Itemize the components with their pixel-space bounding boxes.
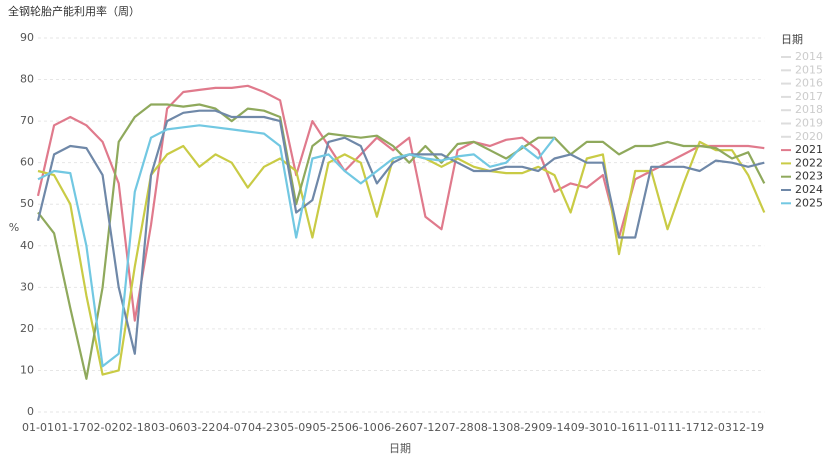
legend-label: 2021 bbox=[795, 143, 823, 156]
y-tick-label: 0 bbox=[27, 405, 34, 418]
y-tick-label: 90 bbox=[20, 31, 34, 44]
line-series bbox=[37, 140, 766, 376]
x-tick-label: 07-28 bbox=[442, 421, 474, 434]
legend-label: 2023 bbox=[795, 170, 823, 183]
y-tick-label: 30 bbox=[20, 280, 34, 293]
legend-label: 2019 bbox=[795, 117, 823, 130]
x-tick-label: 11-17 bbox=[668, 421, 700, 434]
x-tick-label: 05-09 bbox=[280, 421, 312, 434]
legend-title: 日期 bbox=[781, 33, 803, 46]
x-axis-label: 日期 bbox=[389, 442, 411, 455]
y-tick-label: 40 bbox=[20, 239, 34, 252]
x-tick-label: 02-18 bbox=[119, 421, 151, 434]
legend-label: 2014 bbox=[795, 50, 823, 63]
y-tick-label: 80 bbox=[20, 73, 34, 86]
legend-label: 2016 bbox=[795, 77, 823, 90]
legend-label: 2018 bbox=[795, 103, 823, 116]
x-tick-label: 12-03 bbox=[700, 421, 732, 434]
y-axis-label: % bbox=[9, 221, 19, 234]
x-tick-label: 06-26 bbox=[377, 421, 409, 434]
x-tick-label: 07-12 bbox=[409, 421, 441, 434]
x-tick-label: 01-01 bbox=[22, 421, 54, 434]
x-tick-label: 09-30 bbox=[571, 421, 603, 434]
x-tick-label: 04-07 bbox=[216, 421, 248, 434]
x-tick-label: 08-13 bbox=[474, 421, 506, 434]
x-tick-label: 04-23 bbox=[248, 421, 280, 434]
legend-label: 2017 bbox=[795, 90, 823, 103]
line-series bbox=[36, 109, 765, 355]
x-tick-label: 12-19 bbox=[732, 421, 764, 434]
legend-label: 2015 bbox=[795, 63, 823, 76]
y-tick-label: 70 bbox=[20, 114, 34, 127]
x-tick-label: 08-29 bbox=[506, 421, 538, 434]
x-tick-label: 10-16 bbox=[603, 421, 635, 434]
y-tick-label: 10 bbox=[20, 363, 34, 376]
legend-label: 2020 bbox=[795, 130, 823, 143]
x-tick-label: 06-10 bbox=[345, 421, 377, 434]
x-tick-label: 05-25 bbox=[313, 421, 345, 434]
x-tick-label: 02-02 bbox=[87, 421, 119, 434]
y-tick-label: 20 bbox=[20, 322, 34, 335]
y-tick-label: 60 bbox=[20, 156, 34, 169]
x-tick-label: 01-17 bbox=[54, 421, 86, 434]
y-tick-label: 50 bbox=[20, 197, 34, 210]
line-series bbox=[36, 84, 765, 322]
x-tick-label: 09-14 bbox=[538, 421, 570, 434]
x-tick-label: 03-06 bbox=[151, 421, 183, 434]
x-tick-label: 11-01 bbox=[635, 421, 667, 434]
line-series bbox=[37, 103, 766, 380]
legend-label: 2025 bbox=[795, 196, 823, 209]
chart-title: 全钢轮胎产能利用率（周） bbox=[8, 4, 140, 18]
x-tick-label: 03-22 bbox=[183, 421, 215, 434]
legend-label: 2024 bbox=[795, 183, 823, 196]
line-series bbox=[37, 124, 556, 368]
legend-label: 2022 bbox=[795, 156, 823, 169]
